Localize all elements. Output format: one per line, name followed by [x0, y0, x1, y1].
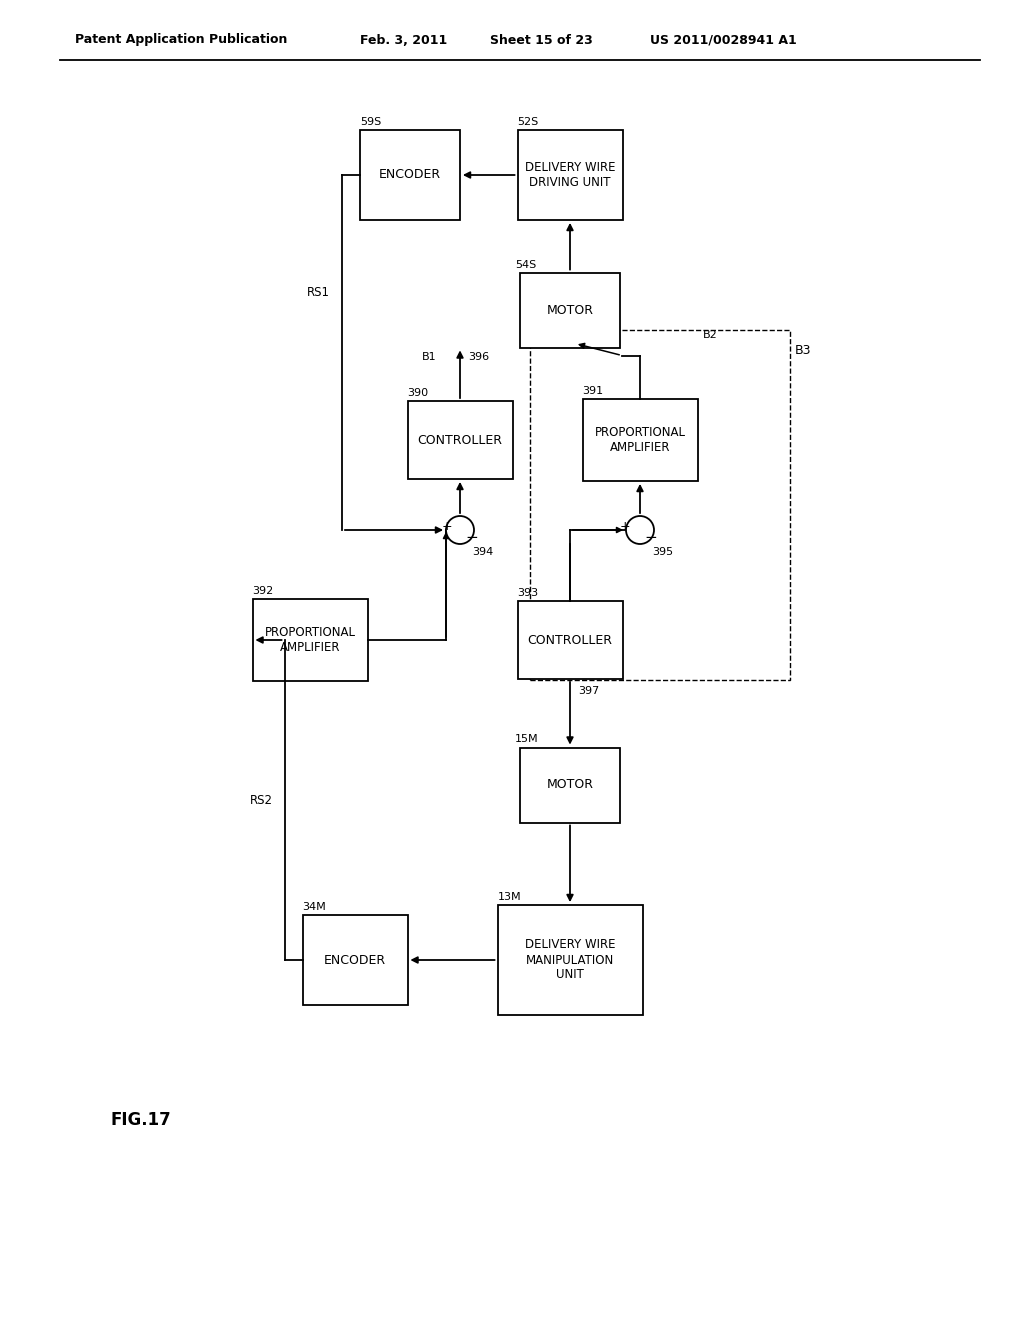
- Text: DELIVERY WIRE
MANIPULATION
UNIT: DELIVERY WIRE MANIPULATION UNIT: [524, 939, 615, 982]
- Bar: [253, 599, 368, 681]
- Text: −: −: [644, 531, 656, 545]
- Text: 34M: 34M: [302, 902, 327, 912]
- Text: 13M: 13M: [498, 892, 521, 902]
- Text: 54S: 54S: [515, 260, 537, 269]
- Text: FIG.17: FIG.17: [110, 1111, 171, 1129]
- Text: −: −: [465, 531, 478, 545]
- Bar: [360, 129, 460, 220]
- Text: 15M: 15M: [515, 734, 539, 744]
- Text: DELIVERY WIRE
DRIVING UNIT: DELIVERY WIRE DRIVING UNIT: [524, 161, 615, 189]
- Bar: [517, 129, 623, 220]
- Text: MOTOR: MOTOR: [547, 304, 594, 317]
- Text: B1: B1: [422, 352, 436, 363]
- Text: 394: 394: [472, 546, 494, 557]
- Bar: [520, 747, 620, 822]
- Text: PROPORTIONAL
AMPLIFIER: PROPORTIONAL AMPLIFIER: [595, 426, 685, 454]
- Text: 395: 395: [652, 546, 673, 557]
- Bar: [517, 601, 623, 678]
- Text: 52S: 52S: [517, 117, 539, 127]
- Text: Feb. 3, 2011: Feb. 3, 2011: [360, 33, 447, 46]
- Text: US 2011/0028941 A1: US 2011/0028941 A1: [650, 33, 797, 46]
- Bar: [408, 401, 512, 479]
- Text: RS1: RS1: [307, 286, 330, 300]
- Text: 393: 393: [517, 587, 539, 598]
- Text: B3: B3: [795, 343, 811, 356]
- Circle shape: [446, 516, 474, 544]
- Text: 390: 390: [408, 388, 429, 399]
- Text: +: +: [442, 520, 453, 532]
- Text: 59S: 59S: [360, 117, 381, 127]
- Text: ENCODER: ENCODER: [379, 169, 441, 181]
- Bar: [498, 906, 642, 1015]
- Text: B2: B2: [702, 330, 717, 341]
- Bar: [583, 399, 697, 480]
- Bar: [530, 330, 790, 680]
- Text: 396: 396: [468, 352, 489, 363]
- Text: +: +: [620, 520, 631, 532]
- Text: ENCODER: ENCODER: [324, 953, 386, 966]
- Text: 392: 392: [253, 586, 273, 597]
- Text: RS2: RS2: [250, 793, 272, 807]
- Text: CONTROLLER: CONTROLLER: [527, 634, 612, 647]
- Bar: [520, 272, 620, 347]
- Text: 391: 391: [583, 385, 603, 396]
- Text: PROPORTIONAL
AMPLIFIER: PROPORTIONAL AMPLIFIER: [264, 626, 355, 653]
- Text: MOTOR: MOTOR: [547, 779, 594, 792]
- Text: Sheet 15 of 23: Sheet 15 of 23: [490, 33, 593, 46]
- Text: 397: 397: [578, 686, 599, 696]
- Text: Patent Application Publication: Patent Application Publication: [75, 33, 288, 46]
- Text: CONTROLLER: CONTROLLER: [418, 433, 503, 446]
- Bar: [302, 915, 408, 1005]
- Circle shape: [626, 516, 654, 544]
